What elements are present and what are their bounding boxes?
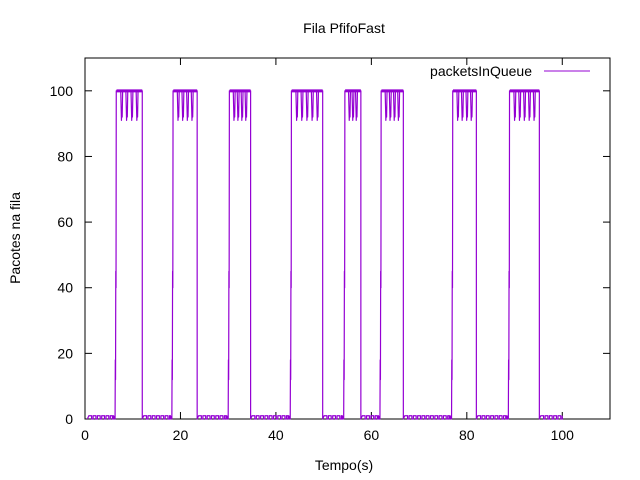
- x-tick-label: 80: [459, 427, 475, 443]
- y-tick-label: 0: [65, 411, 73, 427]
- y-axis-label: Pacotes na fila: [7, 192, 23, 284]
- chart-title: Fila PfifoFast: [303, 20, 385, 36]
- plot-frame: [84, 57, 611, 420]
- y-tick-label: 100: [50, 83, 74, 99]
- y-tick-label: 20: [57, 345, 73, 361]
- series-layer: [86, 89, 563, 420]
- x-tick-label: 20: [173, 427, 189, 443]
- x-tick-label: 40: [268, 427, 284, 443]
- y-tick-label: 40: [57, 280, 73, 296]
- legend: packetsInQueue: [430, 63, 590, 79]
- x-axis: 0 20 40 60 80 100: [81, 58, 574, 443]
- x-tick-label: 0: [81, 427, 89, 443]
- x-axis-label: Tempo(s): [315, 457, 373, 473]
- legend-label: packetsInQueue: [430, 63, 532, 79]
- y-tick-label: 60: [57, 214, 73, 230]
- x-tick-label: 100: [551, 427, 575, 443]
- y-tick-label: 80: [57, 148, 73, 164]
- x-tick-label: 60: [364, 427, 380, 443]
- series-line-packetsinqueue: [86, 90, 563, 420]
- y-axis: 0 20 40 60 80 100: [50, 83, 610, 427]
